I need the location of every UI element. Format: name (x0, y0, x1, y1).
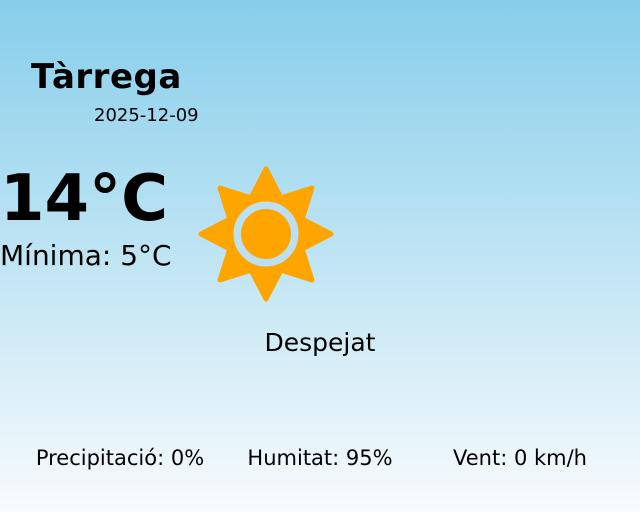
wind-stat: Vent: 0 km/h (453, 446, 587, 470)
minimum-temperature: Mínima: 5°C (0, 239, 172, 272)
current-temperature: 14°C (0, 162, 169, 236)
stats-row: Precipitació: 0% Humitat: 95% Vent: 0 km… (0, 446, 640, 471)
precipitation-stat: Precipitació: 0% (35, 446, 205, 470)
humidity-stat: Humitat: 95% (247, 446, 393, 470)
sun-icon (198, 166, 334, 302)
forecast-date: 2025-12-09 (94, 105, 199, 126)
city-name: Tàrrega (31, 57, 182, 97)
weather-condition: Despejat (264, 328, 376, 357)
